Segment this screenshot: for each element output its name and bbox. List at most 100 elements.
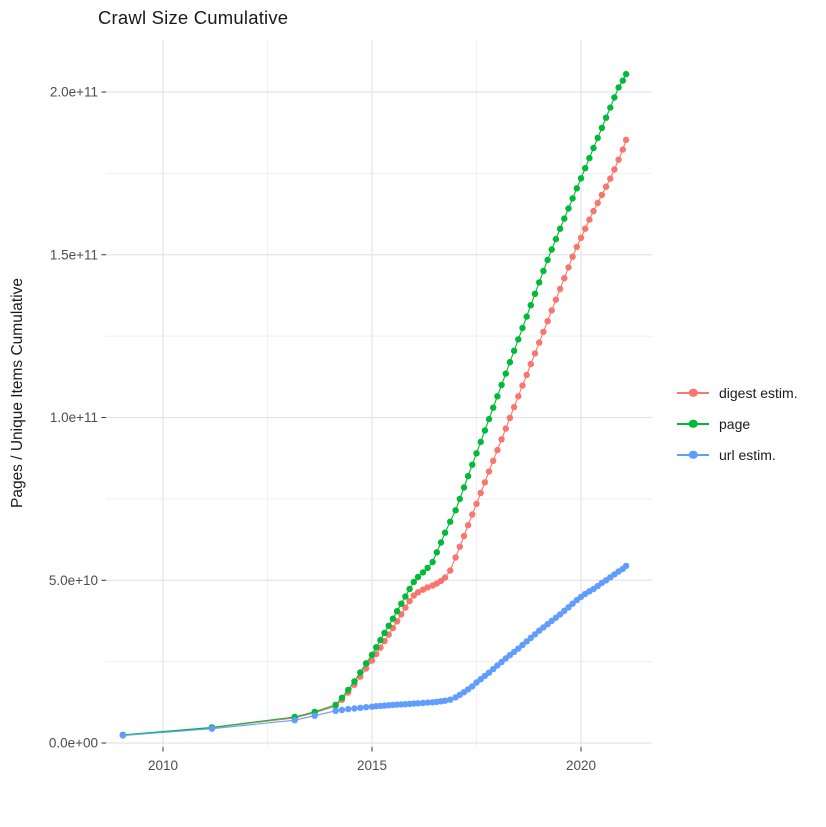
data-point-url-estim (490, 665, 497, 673)
data-point-url-estim (494, 662, 501, 669)
data-point-page (586, 154, 593, 162)
data-point-url-estim (485, 669, 493, 676)
data-point-url-estim (569, 600, 576, 607)
data-point-url-estim (498, 658, 505, 666)
data-point-page (602, 114, 610, 121)
data-point-digest-estim (498, 436, 505, 443)
data-point-digest-estim (586, 216, 593, 223)
data-point-url-estim (424, 699, 431, 706)
data-point-digest-estim (611, 166, 618, 173)
data-point-url-estim (565, 604, 572, 611)
data-point-page (373, 644, 380, 651)
data-point-digest-estim (544, 318, 551, 325)
legend-marker-icon (676, 450, 710, 460)
data-point-digest-estim (577, 234, 585, 241)
y-tick-label: 5.0e+10 (49, 573, 98, 588)
data-point-digest-estim (573, 243, 580, 251)
data-point-page (607, 104, 614, 111)
data-point-page (368, 651, 376, 658)
data-point-digest-estim (622, 136, 630, 143)
data-point-page (544, 256, 551, 264)
data-point-page (398, 600, 405, 607)
legend-item-digest-estim: digest estim. (676, 377, 798, 408)
x-tick-label: 2015 (357, 758, 387, 773)
data-point-page (437, 539, 445, 546)
legend-item-label: page (719, 415, 751, 432)
data-point-page (424, 564, 431, 572)
data-point-url-estim (357, 704, 364, 711)
legend-marker-icon (676, 419, 710, 429)
data-point-digest-estim (447, 567, 454, 574)
data-point-digest-estim (441, 574, 449, 581)
data-point-page (377, 636, 384, 644)
data-point-page (362, 660, 370, 667)
data-point-page (419, 569, 427, 576)
data-point-digest-estim (452, 554, 459, 561)
data-point-digest-estim (414, 589, 422, 596)
data-point-digest-estim (619, 146, 626, 153)
data-point-page (477, 438, 484, 446)
data-point-page (531, 290, 539, 297)
data-point-page (502, 370, 509, 377)
data-point-digest-estim (469, 511, 476, 518)
legend-marker-icon (676, 388, 710, 398)
data-point-page (385, 622, 392, 629)
data-point-page (611, 94, 618, 101)
axis-labels: 0.0e+00 5.0e+10 1.0e+11 1.5e+11 2.0e+11 2010 2… (49, 85, 596, 773)
data-point-page (552, 235, 560, 243)
data-point-url-estim (332, 707, 339, 714)
x-tick-label: 2010 (148, 758, 178, 773)
y-tick-label: 1.0e+11 (50, 410, 98, 425)
data-point-digest-estim (590, 207, 597, 215)
data-point-page (573, 185, 580, 192)
data-point-page (393, 608, 401, 615)
data-point-digest-estim (569, 253, 576, 260)
data-point-digest-estim (556, 285, 564, 293)
data-point-digest-estim (477, 489, 484, 497)
data-point-url-estim (414, 700, 422, 707)
data-point-url-estim (311, 712, 318, 719)
legend-item-page: page (676, 408, 798, 439)
data-point-page (441, 529, 449, 536)
data-point-page (590, 144, 597, 152)
y-tick-label: 2.0e+11 (50, 85, 98, 100)
data-point-page (332, 701, 339, 709)
data-point-page (460, 484, 468, 491)
data-point-url-estim (441, 697, 449, 704)
data-point-digest-estim (607, 175, 614, 182)
legend-item-label: url estim. (719, 446, 776, 463)
data-point-page (389, 615, 397, 622)
data-point-url-estim (362, 704, 370, 711)
data-point-page (357, 669, 364, 676)
data-point-page (494, 393, 501, 400)
data-point-digest-estim (615, 156, 622, 163)
data-point-page (345, 686, 352, 694)
data-point-page (548, 246, 555, 253)
data-point-page (381, 629, 388, 637)
data-point-page (519, 324, 526, 332)
data-point-page (622, 70, 630, 78)
data-point-url-estim (351, 705, 358, 712)
series-url-estim (119, 562, 630, 739)
data-point-page (464, 472, 472, 480)
legend-item-url-estim: url estim. (676, 439, 798, 470)
data-point-url-estim (556, 611, 564, 618)
data-point-url-estim (527, 634, 534, 642)
data-point-page (490, 404, 497, 411)
data-point-digest-estim (594, 199, 601, 207)
data-point-url-estim (119, 732, 127, 739)
data-point-page (577, 175, 585, 182)
data-point-page (452, 507, 459, 514)
data-point-page (469, 461, 476, 468)
data-point-page (510, 347, 518, 354)
data-point-page (561, 215, 568, 222)
legend: digest estim. page url estim. (676, 377, 798, 470)
data-point-page (515, 336, 522, 343)
data-point-url-estim (419, 699, 427, 707)
data-point-url-estim (447, 696, 454, 703)
data-point-page (540, 267, 547, 275)
data-point-page (619, 77, 626, 84)
data-point-page (594, 134, 601, 142)
data-point-url-estim (208, 725, 216, 732)
data-point-digest-estim (402, 604, 409, 611)
